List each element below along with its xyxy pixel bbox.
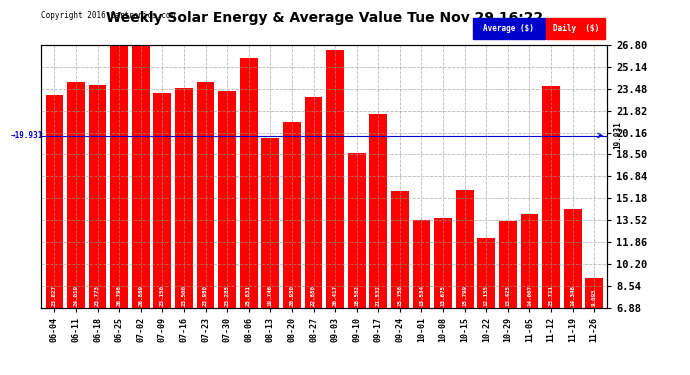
Bar: [542, 86, 560, 308]
Bar: [564, 209, 582, 308]
Text: 26.869: 26.869: [138, 285, 144, 306]
Bar: [456, 190, 473, 308]
Text: 24.019: 24.019: [73, 285, 79, 306]
Bar: [585, 278, 603, 308]
Text: 23.027: 23.027: [52, 285, 57, 306]
Bar: [391, 190, 408, 308]
Text: 13.425: 13.425: [505, 285, 511, 306]
Text: Weekly Solar Energy & Average Value Tue Nov 29 16:22: Weekly Solar Energy & Average Value Tue …: [106, 11, 543, 25]
Text: 19.746: 19.746: [268, 285, 273, 306]
Bar: [197, 82, 215, 308]
Bar: [175, 88, 193, 308]
Text: 22.880: 22.880: [311, 285, 316, 306]
Bar: [153, 93, 171, 308]
Bar: [67, 82, 85, 308]
Bar: [477, 238, 495, 308]
Bar: [110, 45, 128, 308]
Text: 26.417: 26.417: [333, 285, 337, 306]
Text: 20.930: 20.930: [289, 285, 295, 306]
Bar: [413, 220, 431, 308]
Bar: [240, 58, 257, 308]
Text: 26.796: 26.796: [117, 285, 121, 306]
Text: 18.582: 18.582: [354, 285, 359, 306]
Text: Copyright 2016 Cartronics.com: Copyright 2016 Cartronics.com: [41, 11, 175, 20]
Text: 25.831: 25.831: [246, 285, 251, 306]
Text: 13.534: 13.534: [419, 285, 424, 306]
Text: 19.931: 19.931: [613, 122, 622, 149]
Bar: [218, 92, 236, 308]
Text: 12.135: 12.135: [484, 285, 489, 306]
Bar: [434, 218, 452, 308]
Text: 23.285: 23.285: [225, 285, 230, 306]
Bar: [283, 122, 301, 308]
Bar: [326, 50, 344, 308]
Bar: [46, 95, 63, 308]
Bar: [348, 153, 366, 308]
Bar: [499, 221, 517, 308]
Text: 14.348: 14.348: [570, 285, 575, 306]
Bar: [369, 114, 387, 308]
Text: Daily  ($): Daily ($): [553, 24, 599, 33]
Bar: [262, 138, 279, 308]
Bar: [132, 44, 150, 308]
Bar: [89, 85, 106, 308]
Text: 21.532: 21.532: [376, 285, 381, 306]
Text: 23.711: 23.711: [549, 285, 553, 306]
Text: Average ($): Average ($): [484, 24, 534, 33]
Text: 14.007: 14.007: [527, 285, 532, 306]
Text: 23.500: 23.500: [181, 285, 186, 306]
Bar: [305, 97, 322, 308]
Text: 23.980: 23.980: [203, 285, 208, 306]
Text: 23.773: 23.773: [95, 285, 100, 306]
Text: 15.799: 15.799: [462, 285, 467, 306]
Text: 23.150: 23.150: [160, 285, 165, 306]
Text: 13.675: 13.675: [441, 285, 446, 306]
Text: →19.931: →19.931: [11, 131, 43, 140]
Text: 9.093: 9.093: [592, 289, 597, 306]
Bar: [520, 214, 538, 308]
Text: 15.756: 15.756: [397, 285, 402, 306]
